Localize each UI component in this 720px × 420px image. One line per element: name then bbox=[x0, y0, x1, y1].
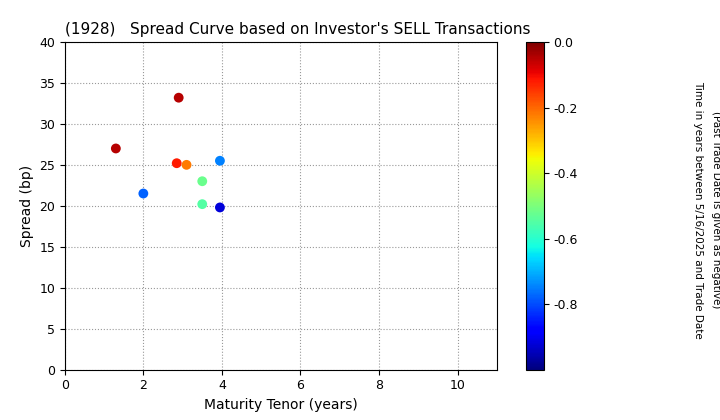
Text: Time in years between 5/16/2025 and Trade Date: Time in years between 5/16/2025 and Trad… bbox=[693, 81, 703, 339]
Point bbox=[110, 145, 122, 152]
Point bbox=[138, 190, 149, 197]
X-axis label: Maturity Tenor (years): Maturity Tenor (years) bbox=[204, 398, 358, 412]
Point bbox=[197, 178, 208, 184]
Point bbox=[181, 161, 192, 168]
Point bbox=[214, 158, 225, 164]
Point bbox=[214, 204, 225, 211]
Text: (Past Trade Date is given as negative): (Past Trade Date is given as negative) bbox=[711, 111, 720, 309]
Point bbox=[173, 94, 184, 101]
Text: (1928)   Spread Curve based on Investor's SELL Transactions: (1928) Spread Curve based on Investor's … bbox=[65, 22, 531, 37]
Point bbox=[197, 201, 208, 207]
Y-axis label: Spread (bp): Spread (bp) bbox=[19, 165, 34, 247]
Point bbox=[171, 160, 182, 167]
